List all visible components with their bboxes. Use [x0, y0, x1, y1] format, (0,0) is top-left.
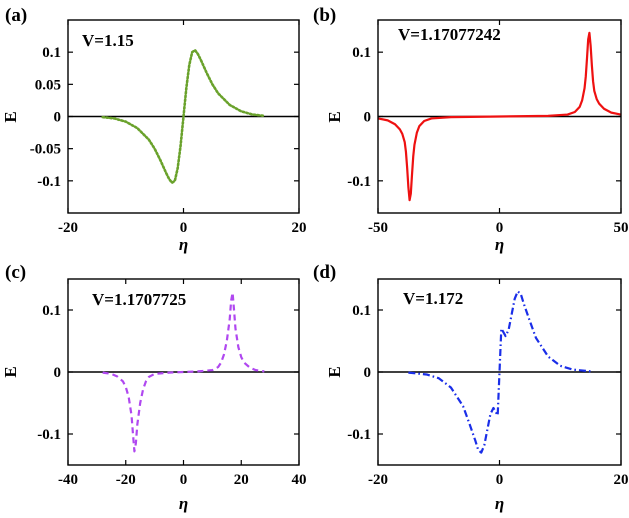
y-tick-label: 0 [54, 110, 62, 126]
chart-panel-4: -20 0 20 0.1 0 -0.1 (d) V=1.172 η E [313, 262, 629, 513]
x-tick-label: 20 [234, 472, 249, 488]
x-axis-title: η [495, 235, 504, 254]
x-tick-label: 40 [292, 472, 307, 488]
y-tick-label: 0 [364, 365, 372, 381]
velocity-annotation: V=1.1707725 [92, 290, 186, 309]
y-tick-label: 0.1 [42, 303, 61, 319]
y-tick-label: 0.1 [352, 45, 371, 61]
y-tick-label: 0 [364, 110, 372, 126]
x-tick-label: 50 [614, 220, 629, 236]
series-line-1 [102, 291, 265, 453]
panel-label: (c) [5, 262, 26, 283]
series-line-1 [101, 48, 266, 185]
x-axis-title: η [495, 494, 504, 513]
velocity-annotation: V=1.172 [403, 289, 463, 308]
y-tick-label: -0.1 [37, 427, 61, 443]
y-tick-label: -0.1 [347, 174, 371, 190]
x-tick-label: -20 [368, 472, 388, 488]
y-axis-title: E [325, 111, 344, 122]
x-tick-label: 0 [496, 220, 504, 236]
x-axis-title: η [179, 494, 188, 513]
x-tick-label: 20 [614, 472, 629, 488]
panel-label: (a) [5, 5, 27, 26]
x-tick-label: 0 [180, 472, 188, 488]
panel-label: (b) [313, 5, 336, 26]
y-tick-label: 0.05 [35, 77, 61, 93]
chart-panel-1: -20 0 20 0.1 0.05 0 -0.05 -0.1 (a) V=1.15 η E [1, 5, 307, 254]
y-axis-title: E [1, 366, 20, 377]
x-tick-label: -20 [58, 220, 78, 236]
y-tick-label: -0.05 [30, 142, 61, 158]
x-tick-label: 20 [292, 220, 307, 236]
y-axis-title: E [1, 111, 20, 122]
y-tick-label: 0 [54, 365, 62, 381]
x-axis-title: η [179, 235, 188, 254]
y-tick-label: -0.1 [347, 427, 371, 443]
x-tick-label: 0 [180, 220, 188, 236]
panel-label: (d) [313, 262, 336, 283]
y-tick-label: -0.1 [37, 174, 61, 190]
chart-panel-3: -40 -20 0 20 40 0.1 0 -0.1 (c) V=1.1707725 η E [1, 262, 307, 513]
y-tick-label: 0.1 [42, 45, 61, 61]
velocity-annotation: V=1.15 [82, 31, 134, 50]
y-axis-title: E [325, 366, 344, 377]
x-tick-label: -50 [368, 220, 388, 236]
x-tick-label: -20 [116, 472, 136, 488]
x-tick-label: 0 [496, 472, 504, 488]
x-tick-label: -40 [58, 472, 78, 488]
y-tick-label: 0.1 [352, 303, 371, 319]
velocity-annotation: V=1.17077242 [398, 25, 501, 44]
series-line-1 [378, 31, 621, 202]
chart-panel-2: -50 0 50 0.1 0 -0.1 (b) V=1.17077242 η E [313, 5, 629, 254]
